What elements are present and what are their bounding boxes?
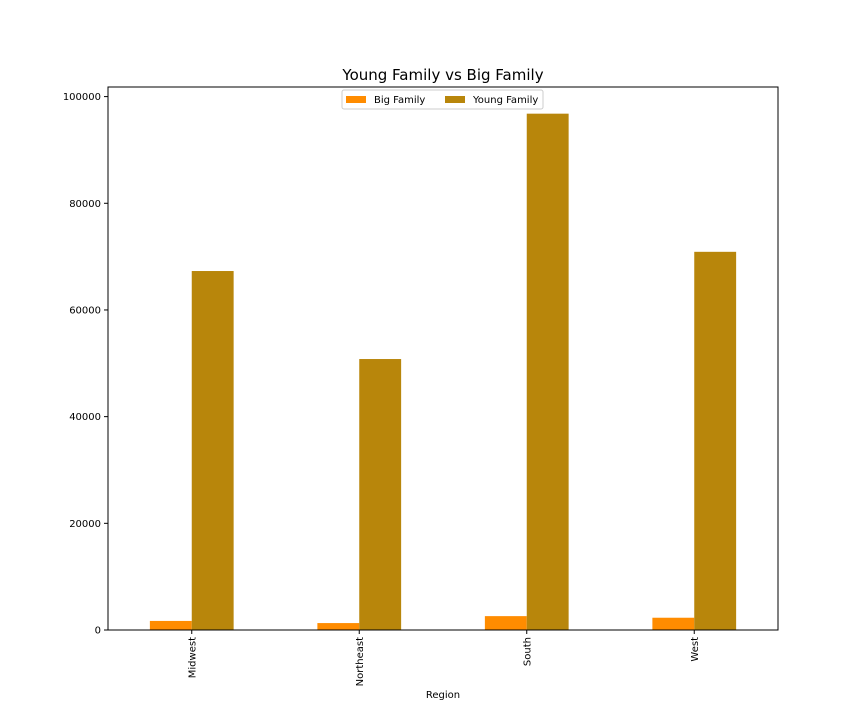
legend-label: Big Family (374, 95, 425, 106)
x-tick-label-west: West (690, 637, 701, 662)
y-tick-label: 0 (95, 626, 101, 637)
x-axis: Midwest Northeast South West (187, 630, 701, 686)
legend-swatch (346, 96, 366, 103)
x-tick-label-south: South (522, 637, 533, 666)
legend-label: Young Family (472, 95, 538, 106)
legend-swatch (445, 96, 465, 103)
legend: Big Family Young Family (341, 89, 544, 110)
bars-group (149, 113, 737, 631)
plot-frame (107, 86, 779, 631)
x-tick-label-northeast: Northeast (355, 637, 366, 686)
y-tick-label: 60000 (69, 305, 101, 316)
bar-young-family-northeast (359, 359, 402, 630)
y-axis: 0 20000 40000 60000 80000 100000 (63, 92, 108, 637)
bar-young-family-south (526, 113, 569, 631)
bar-big-family-south (484, 616, 527, 630)
y-tick-label: 40000 (69, 412, 101, 423)
chart-title: Young Family vs Big Family (341, 66, 543, 84)
bar-big-family-midwest (149, 620, 192, 630)
legend-box (341, 89, 544, 110)
y-tick-label: 20000 (69, 519, 101, 530)
bar-big-family-northeast (317, 623, 360, 630)
y-tick-label: 100000 (63, 92, 101, 103)
y-tick-label: 80000 (69, 199, 101, 210)
bar-young-family-west (694, 251, 737, 630)
x-tick-label-midwest: Midwest (187, 637, 198, 678)
bar-young-family-midwest (191, 271, 234, 630)
bar-big-family-west (652, 617, 695, 630)
x-axis-label: Region (426, 690, 460, 701)
